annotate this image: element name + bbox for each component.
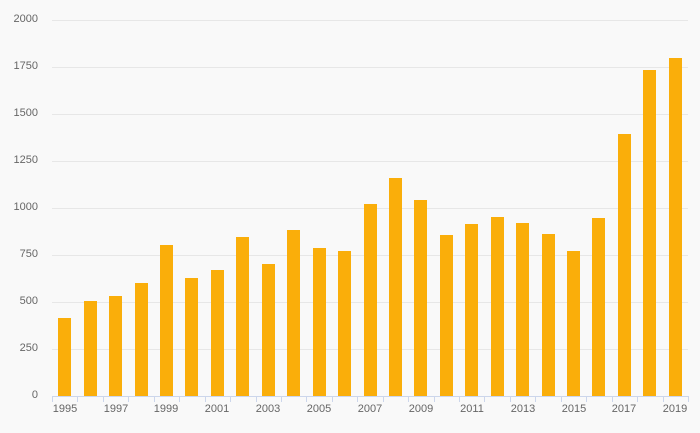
y-axis-label-1750: 1750 xyxy=(13,60,38,72)
y-axis-label-1000: 1000 xyxy=(13,201,38,213)
x-tick xyxy=(179,396,180,402)
y-axis-label-500: 500 xyxy=(19,295,38,307)
bar-1997[interactable] xyxy=(109,296,122,396)
x-axis-label-2007: 2007 xyxy=(357,403,383,415)
bar-2004[interactable] xyxy=(287,230,300,396)
bar-2013[interactable] xyxy=(516,223,529,396)
bar-2015[interactable] xyxy=(567,251,580,396)
gridline-1500 xyxy=(52,114,688,115)
x-tick xyxy=(205,396,206,402)
x-tick xyxy=(230,396,231,402)
x-axis-label-2005: 2005 xyxy=(306,403,332,415)
x-tick xyxy=(459,396,460,402)
x-tick xyxy=(663,396,664,402)
bar-2011[interactable] xyxy=(465,224,478,396)
y-axis-label-1250: 1250 xyxy=(13,154,38,166)
bar-2009[interactable] xyxy=(414,200,427,396)
x-tick xyxy=(434,396,435,402)
x-axis-label-2001: 2001 xyxy=(204,403,230,415)
x-axis-label-2015: 2015 xyxy=(561,403,587,415)
x-axis-label-2013: 2013 xyxy=(510,403,536,415)
gridline-2000 xyxy=(52,20,688,21)
bar-2012[interactable] xyxy=(491,217,504,396)
x-axis-line xyxy=(52,396,689,397)
x-tick xyxy=(52,396,53,402)
x-tick xyxy=(535,396,536,402)
y-axis-label-0: 0 xyxy=(31,389,38,401)
x-axis-label-2003: 2003 xyxy=(255,403,281,415)
x-tick xyxy=(510,396,511,402)
y-axis-label-1500: 1500 xyxy=(13,107,38,119)
gridline-1750 xyxy=(52,67,688,68)
x-tick xyxy=(332,396,333,402)
bar-2017[interactable] xyxy=(618,134,631,396)
x-tick xyxy=(484,396,485,402)
x-axis-label-2017: 2017 xyxy=(611,403,637,415)
x-axis-label-2019: 2019 xyxy=(662,403,688,415)
bar-2010[interactable] xyxy=(440,235,453,396)
x-tick xyxy=(586,396,587,402)
bar-1998[interactable] xyxy=(135,283,148,396)
x-tick xyxy=(383,396,384,402)
bar-1999[interactable] xyxy=(160,245,173,396)
bar-2001[interactable] xyxy=(211,270,224,396)
y-axis-label-2000: 2000 xyxy=(13,13,38,25)
bar-2019[interactable] xyxy=(669,58,682,396)
bar-2006[interactable] xyxy=(338,251,351,396)
x-tick xyxy=(128,396,129,402)
x-axis-label-1995: 1995 xyxy=(52,403,78,415)
x-tick xyxy=(103,396,104,402)
y-axis-label-250: 250 xyxy=(19,342,38,354)
x-axis-label-2009: 2009 xyxy=(408,403,434,415)
x-tick xyxy=(357,396,358,402)
bar-2014[interactable] xyxy=(542,234,555,396)
x-tick xyxy=(281,396,282,402)
x-axis-label-1999: 1999 xyxy=(153,403,179,415)
bar-2008[interactable] xyxy=(389,178,402,396)
bar-2016[interactable] xyxy=(592,218,605,396)
bar-2003[interactable] xyxy=(262,264,275,396)
bar-2000[interactable] xyxy=(185,278,198,396)
x-tick xyxy=(77,396,78,402)
x-tick xyxy=(154,396,155,402)
bar-2007[interactable] xyxy=(364,204,377,396)
x-tick xyxy=(256,396,257,402)
plot-area xyxy=(52,20,688,396)
x-tick xyxy=(688,396,689,402)
bar-2002[interactable] xyxy=(236,237,249,396)
bar-1995[interactable] xyxy=(58,318,71,396)
bar-2005[interactable] xyxy=(313,248,326,396)
x-axis-label-2011: 2011 xyxy=(460,403,484,415)
bar-1996[interactable] xyxy=(84,301,97,396)
x-tick xyxy=(612,396,613,402)
gridline-1250 xyxy=(52,161,688,162)
x-tick xyxy=(561,396,562,402)
x-tick xyxy=(306,396,307,402)
bar-2018[interactable] xyxy=(643,70,656,396)
x-tick xyxy=(637,396,638,402)
x-axis-label-1997: 1997 xyxy=(103,403,129,415)
y-axis-label-750: 750 xyxy=(19,248,38,260)
x-tick xyxy=(408,396,409,402)
